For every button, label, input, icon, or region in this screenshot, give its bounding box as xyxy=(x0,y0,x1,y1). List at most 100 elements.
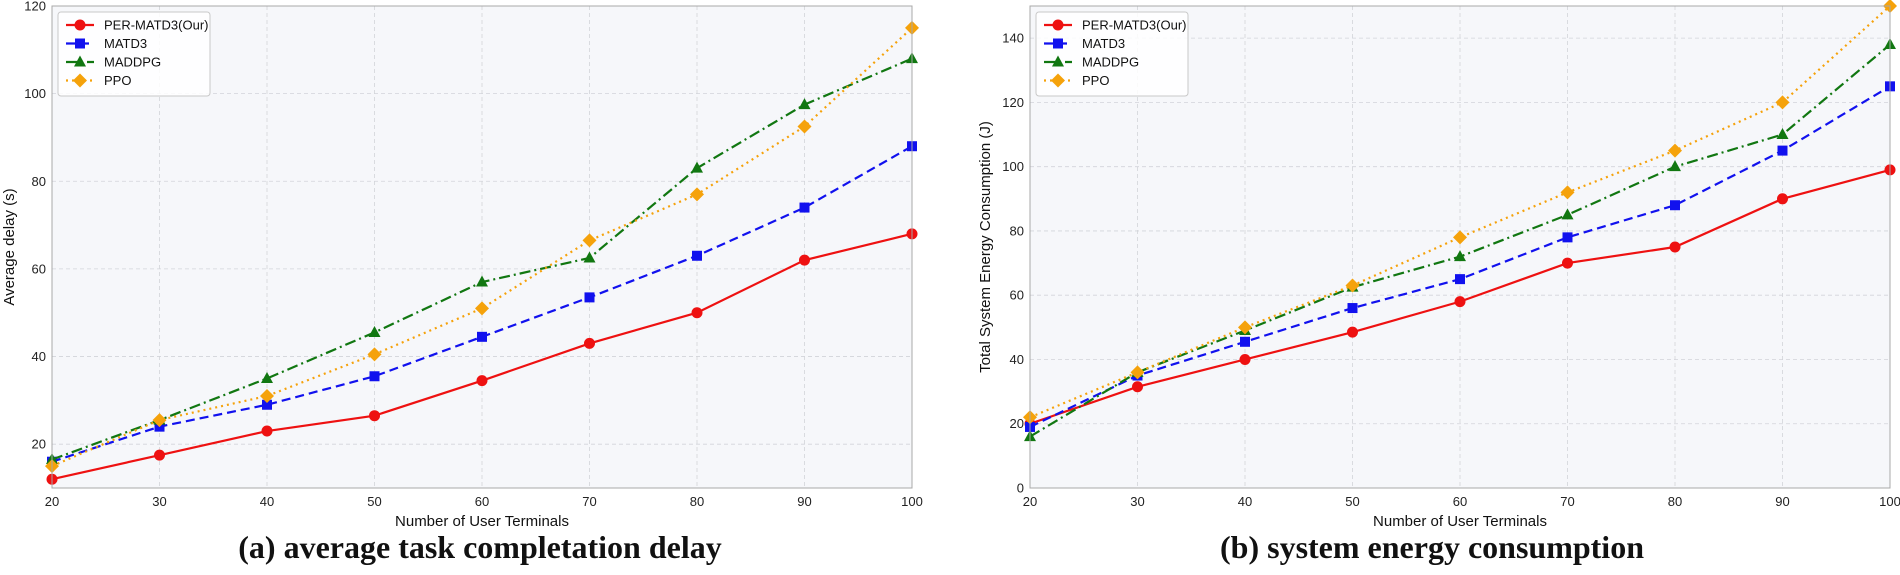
x-tick-label: 90 xyxy=(1775,494,1789,509)
legend-marker xyxy=(1053,38,1063,49)
data-point xyxy=(1776,128,1789,140)
data-point xyxy=(1238,320,1252,335)
legend-label: PPO xyxy=(104,73,131,88)
x-tick-label: 50 xyxy=(1345,494,1359,509)
data-point xyxy=(476,375,488,387)
y-axis-label: Average delay (s) xyxy=(1,188,18,305)
figure-caption: (a) average task completation delay xyxy=(238,529,721,565)
legend-marker xyxy=(74,55,86,67)
data-point xyxy=(1454,250,1466,262)
data-point xyxy=(368,325,381,337)
data-point xyxy=(154,449,165,461)
y-tick-label: 100 xyxy=(1002,159,1024,174)
plot-frame xyxy=(51,5,913,489)
data-point xyxy=(1132,381,1143,393)
y-tick-label: 60 xyxy=(1010,288,1024,303)
data-point xyxy=(1669,241,1681,253)
data-point xyxy=(1668,143,1682,158)
data-point xyxy=(584,292,595,303)
x-tick-label: 40 xyxy=(260,494,274,509)
y-axis-label: Total System Energy Consumption (J) xyxy=(977,121,994,373)
data-point xyxy=(797,119,812,134)
data-point xyxy=(1562,257,1573,269)
series-ppo xyxy=(1023,0,1897,425)
legend-label: PER-MATD3(Our) xyxy=(104,18,208,33)
y-tick-label: 40 xyxy=(1010,352,1024,367)
data-point xyxy=(369,371,380,382)
data-point xyxy=(1240,336,1250,347)
legend-label: MATD3 xyxy=(104,36,147,51)
data-point xyxy=(1670,200,1680,211)
x-tick-label: 60 xyxy=(475,494,489,509)
legend-marker xyxy=(73,73,87,88)
data-point xyxy=(369,410,380,422)
x-tick-label: 40 xyxy=(1238,494,1252,509)
data-point xyxy=(1345,278,1360,293)
data-point xyxy=(798,98,811,110)
data-point xyxy=(1560,185,1575,200)
y-tick-label: 120 xyxy=(1002,95,1024,110)
data-point xyxy=(582,233,597,248)
data-point xyxy=(1454,296,1466,308)
data-point xyxy=(1777,145,1788,156)
plot-frame xyxy=(1029,5,1891,489)
x-tick-label: 70 xyxy=(1560,494,1574,509)
data-point xyxy=(1562,232,1573,243)
data-point xyxy=(261,425,273,437)
legend-label: MADDPG xyxy=(1082,55,1139,70)
figure-caption: (b) system energy consumption xyxy=(1220,529,1644,565)
data-point xyxy=(261,371,273,383)
data-point xyxy=(1130,365,1145,380)
y-tick-label: 20 xyxy=(32,437,46,452)
x-tick-label: 60 xyxy=(1453,494,1467,509)
x-axis-label: Number of User Terminals xyxy=(1373,513,1547,530)
y-tick-label: 80 xyxy=(1010,223,1024,238)
y-tick-label: 80 xyxy=(32,174,46,189)
data-point xyxy=(262,399,272,410)
legend-marker xyxy=(1052,55,1064,67)
data-point xyxy=(690,187,704,202)
legend-marker xyxy=(75,38,85,49)
y-tick-label: 40 xyxy=(32,349,46,364)
x-tick-label: 30 xyxy=(152,494,166,509)
series-per-matd3-our- xyxy=(1024,164,1896,430)
x-tick-label: 90 xyxy=(797,494,811,509)
data-point xyxy=(1347,326,1358,338)
data-point xyxy=(476,275,488,287)
legend: PER-MATD3(Our) MATD3 MADDPG PPO xyxy=(1035,11,1189,97)
data-point xyxy=(691,307,703,319)
x-tick-label: 20 xyxy=(45,494,59,509)
x-tick-label: 30 xyxy=(1130,494,1144,509)
data-point xyxy=(260,388,274,403)
data-point xyxy=(477,331,487,342)
data-point xyxy=(1775,95,1790,110)
data-point xyxy=(692,250,702,261)
x-tick-label: 20 xyxy=(1023,494,1037,509)
x-tick-label: 80 xyxy=(1668,494,1682,509)
data-point xyxy=(475,301,489,316)
legend-marker xyxy=(1051,73,1065,88)
data-point xyxy=(799,254,810,266)
legend-label: MADDPG xyxy=(104,55,161,70)
data-point xyxy=(691,161,703,173)
x-tick-label: 100 xyxy=(901,494,923,509)
y-tick-label: 20 xyxy=(1010,416,1024,431)
x-tick-label: 100 xyxy=(1879,494,1900,509)
legend-label: PPO xyxy=(1082,73,1109,88)
data-point xyxy=(367,347,382,362)
y-tick-label: 100 xyxy=(24,86,46,101)
legend-label: MATD3 xyxy=(1082,36,1125,51)
y-tick-label: 60 xyxy=(32,261,46,276)
legend-marker xyxy=(1052,19,1064,31)
legend-box xyxy=(1035,11,1189,97)
series-per-matd3-our- xyxy=(46,228,918,485)
data-point xyxy=(584,337,595,349)
y-tick-label: 120 xyxy=(24,0,46,14)
data-point xyxy=(1347,303,1358,314)
legend-label: PER-MATD3(Our) xyxy=(1082,18,1186,33)
chart-b: 20 30 40 50 60 70 80 90 100020406080100120140Num… xyxy=(977,0,1900,565)
y-tick-label: 140 xyxy=(1002,31,1024,46)
chart-a: 20 30 40 50 60 70 80 90 100 20 40 60 80 100 120 Number … xyxy=(1,0,923,565)
x-axis-label: Number of User Terminals xyxy=(395,513,569,530)
